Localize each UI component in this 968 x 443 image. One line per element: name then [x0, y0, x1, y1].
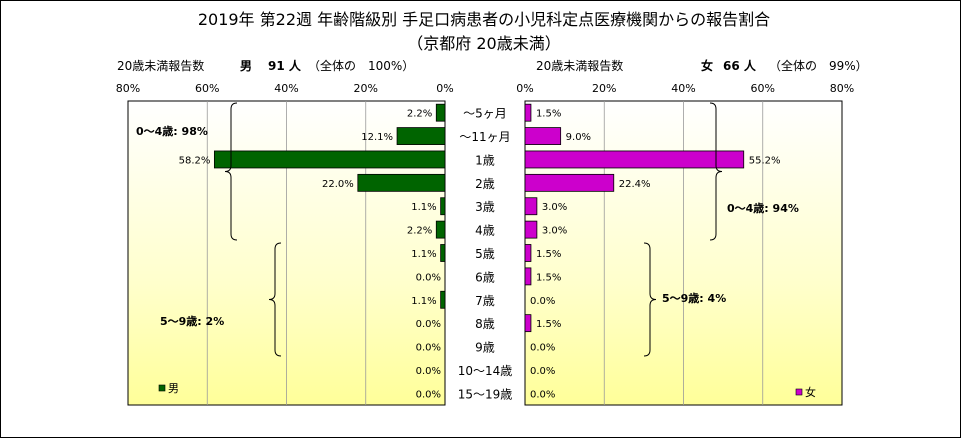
- female-value-label: 0.0%: [530, 366, 555, 377]
- category-label: 6歳: [475, 270, 495, 284]
- female-value-label: 1.5%: [536, 272, 561, 283]
- male-bar: [435, 220, 446, 239]
- category-label: 9歳: [475, 341, 495, 355]
- left-group2-annotation: 5～9歳: 2%: [160, 314, 224, 328]
- male-value-label: 22.0%: [322, 179, 354, 190]
- category-label: 2歳: [475, 177, 495, 191]
- male-bar: [357, 173, 446, 192]
- right-brace-0-4: [709, 102, 723, 241]
- male-value-label: 0.0%: [416, 319, 441, 330]
- left-tick-label: 0%: [436, 82, 453, 95]
- category-label: 4歳: [475, 224, 495, 238]
- chart-subtitle: （京都府 20歳未満）: [407, 34, 561, 53]
- category-label: ～11ヶ月: [459, 130, 510, 144]
- male-value-label: 1.1%: [411, 202, 436, 213]
- female-value-label: 1.5%: [536, 249, 561, 260]
- right-tick-label: 80%: [830, 82, 854, 95]
- female-bar: [524, 103, 532, 122]
- male-value-label: 0.0%: [416, 343, 441, 354]
- female-value-label: 3.0%: [542, 202, 567, 213]
- right-tick-label: 0%: [516, 82, 533, 95]
- legend-male-label: 男: [168, 382, 179, 395]
- female-bar: [524, 150, 745, 169]
- right-group2-annotation: 5～9歳: 4%: [662, 291, 726, 305]
- category-label: 1歳: [475, 153, 495, 167]
- female-bar: [524, 314, 532, 333]
- category-label: 8歳: [475, 317, 495, 331]
- right-tick-label: 60%: [751, 82, 775, 95]
- left-group1-annotation: 0～4歳: 98%: [136, 124, 208, 138]
- male-value-label: 12.1%: [361, 132, 393, 143]
- category-label: 15～19歳: [458, 387, 513, 401]
- left-brace-0-4: [224, 102, 238, 241]
- male-value-label: 2.2%: [407, 226, 432, 237]
- right-header-share: （全体の 99%）: [769, 59, 868, 73]
- male-bar: [440, 197, 446, 216]
- female-value-label: 22.4%: [619, 179, 651, 190]
- category-label: 3歳: [475, 200, 495, 214]
- category-label: ～5ヶ月: [463, 107, 507, 121]
- right-header-count: 66 人: [723, 59, 756, 73]
- male-value-label: 1.1%: [411, 249, 436, 260]
- left-tick-label: 40%: [274, 82, 298, 95]
- male-bar: [435, 103, 446, 122]
- female-bar: [524, 197, 538, 216]
- legend-female-swatch: [795, 388, 803, 396]
- male-value-label: 0.0%: [416, 389, 441, 400]
- female-value-label: 55.2%: [749, 155, 781, 166]
- female-bar: [524, 127, 562, 145]
- left-brace-5-9: [268, 242, 282, 357]
- chart-title: 2019年 第22週 年齢階級別 手足口病患者の小児科定点医療機関からの報告割合: [197, 10, 771, 29]
- left-tick-label: 20%: [354, 82, 378, 95]
- category-label: 5歳: [475, 247, 495, 261]
- left-tick-label: 80%: [116, 82, 140, 95]
- male-value-label: 0.0%: [416, 272, 441, 283]
- legend-male-swatch: [158, 384, 166, 392]
- right-tick-label: 20%: [592, 82, 616, 95]
- female-bar: [524, 244, 532, 262]
- female-bar: [524, 220, 538, 239]
- male-bar: [396, 127, 446, 145]
- female-bar: [524, 267, 532, 286]
- female-value-label: 3.0%: [542, 226, 567, 237]
- right-header-sex: 女: [701, 59, 714, 73]
- male-bar: [440, 244, 446, 262]
- female-value-label: 1.5%: [536, 109, 561, 120]
- male-value-label: 0.0%: [416, 366, 441, 377]
- legend-female-label: 女: [805, 385, 816, 399]
- male-value-label: 2.2%: [407, 109, 432, 120]
- left-header-sex: 男: [240, 59, 253, 73]
- female-value-label: 0.0%: [530, 343, 555, 354]
- right-brace-5-9: [643, 242, 657, 357]
- female-value-label: 1.5%: [536, 319, 561, 330]
- male-value-label: 58.2%: [179, 155, 211, 166]
- right-header-label: 20歳未満報告数: [536, 59, 624, 73]
- category-label: 10～14歳: [458, 364, 513, 378]
- category-label: 7歳: [475, 294, 495, 308]
- female-bar: [524, 173, 615, 192]
- female-value-label: 9.0%: [566, 132, 591, 143]
- right-group1-annotation: 0～4歳: 94%: [727, 201, 799, 215]
- left-header-count: 91 人: [268, 59, 301, 73]
- male-bar: [213, 150, 446, 169]
- male-bar: [440, 290, 446, 309]
- left-header-label: 20歳未満報告数: [117, 59, 205, 73]
- right-tick-label: 40%: [671, 82, 695, 95]
- male-value-label: 1.1%: [411, 296, 436, 307]
- female-value-label: 0.0%: [530, 296, 555, 307]
- female-value-label: 0.0%: [530, 389, 555, 400]
- left-tick-label: 60%: [195, 82, 219, 95]
- left-header-share: （全体の 100%）: [308, 59, 415, 73]
